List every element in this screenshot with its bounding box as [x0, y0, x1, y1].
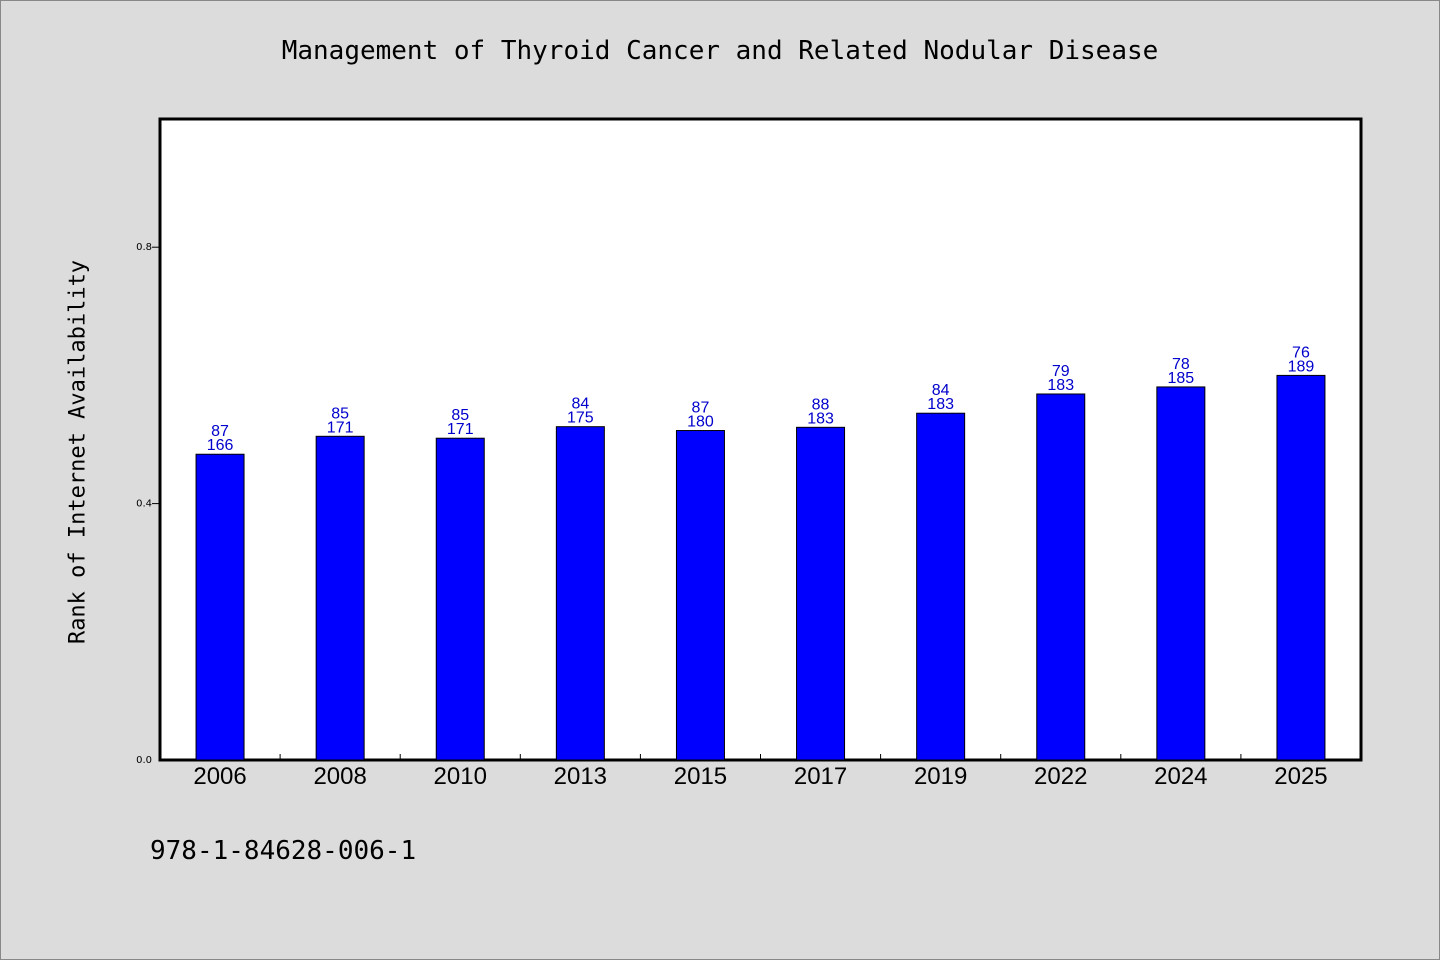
bar-label-bottom-2024: 185 — [1167, 370, 1194, 387]
bar-label-bottom-2015: 180 — [687, 414, 714, 431]
x-tick-label-2017: 2017 — [794, 763, 847, 790]
x-tick-label-2015: 2015 — [674, 763, 727, 790]
y-tick-label-1: 0.4 — [136, 499, 152, 510]
y-tick-label-0: 0.0 — [136, 755, 152, 766]
chart-title: Management of Thyroid Cancer and Related… — [281, 36, 1159, 66]
bar-2010 — [435, 437, 485, 761]
bar-label-bottom-2022: 183 — [1047, 377, 1074, 394]
bar-label-bottom-2008: 171 — [327, 419, 354, 436]
bar-2013 — [555, 426, 605, 761]
bar-label-top-2024: 78 — [1172, 356, 1190, 373]
bar-label-bottom-2010: 171 — [447, 421, 474, 438]
bar-label-top-2025: 76 — [1292, 344, 1310, 361]
x-tick-label-2006: 2006 — [193, 763, 246, 790]
bar-2019 — [916, 412, 966, 761]
x-tick-label-2013: 2013 — [554, 763, 607, 790]
bar-label-top-2019: 84 — [932, 382, 950, 399]
bar-2025 — [1276, 374, 1326, 761]
bar-label-top-2013: 84 — [571, 396, 589, 413]
bar-label-bottom-2006: 166 — [207, 437, 234, 454]
bar-label-top-2017: 88 — [812, 396, 830, 413]
footer-isbn: 978-1-84628-006-1 — [150, 836, 417, 866]
bar-label-top-2022: 79 — [1052, 363, 1070, 380]
x-tick-label-2019: 2019 — [914, 763, 967, 790]
bar-2015 — [675, 430, 725, 761]
bar-label-top-2006: 87 — [211, 423, 229, 440]
x-tick-label-2022: 2022 — [1034, 763, 1087, 790]
bar-2022 — [1036, 393, 1086, 761]
y-tick-label-2: 0.8 — [136, 242, 152, 253]
x-tick-label-2024: 2024 — [1154, 763, 1207, 790]
bar-2006 — [195, 453, 245, 761]
bar-label-bottom-2019: 183 — [927, 396, 954, 413]
bar-2017 — [796, 426, 846, 761]
bar-label-top-2008: 85 — [331, 405, 349, 422]
x-tick-label-2025: 2025 — [1274, 763, 1327, 790]
chart-marks: 0.00.40.81668720061718520081718520101758… — [136, 242, 1328, 790]
bar-label-top-2015: 87 — [692, 400, 710, 417]
bar-label-bottom-2013: 175 — [567, 410, 594, 427]
bar-2024 — [1156, 386, 1206, 761]
x-tick-label-2010: 2010 — [434, 763, 487, 790]
bar-label-top-2010: 85 — [451, 407, 469, 424]
bar-2008 — [315, 435, 365, 761]
bar-label-bottom-2017: 183 — [807, 410, 834, 427]
bar-label-bottom-2025: 189 — [1288, 358, 1315, 375]
x-tick-label-2008: 2008 — [313, 763, 366, 790]
